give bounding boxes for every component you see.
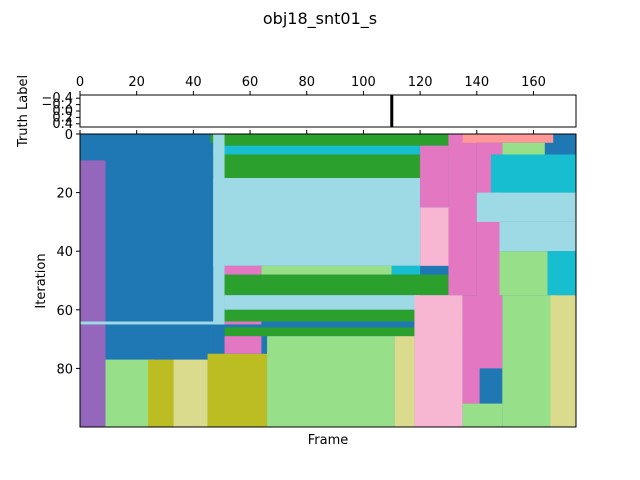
heatmap-segment (547, 251, 576, 296)
heatmap-segment (213, 154, 435, 178)
x-tick-label: 160 (521, 75, 546, 90)
x-tick-label: 60 (242, 75, 259, 90)
heatmap-segment (502, 142, 545, 155)
iteration-heatmap-panel: 0 20 40 60 80 Frame Iteration (34, 128, 577, 448)
truth-y-tick-label: 0.4 (52, 117, 73, 132)
x-tick-label: 0 (76, 75, 84, 90)
x-tick-label: 140 (464, 75, 489, 90)
truth-y-tick-label: −0.4 (41, 91, 73, 106)
truth-y-tick-label: 0.0 (52, 104, 73, 119)
heatmap-segment (224, 336, 262, 354)
truth-label-panel: 0 20 40 60 80 100 120 140 160 −0.4−0.20.00.20.4 … (16, 75, 577, 148)
x-tick-label: 80 (298, 75, 315, 90)
heatmap-segment (462, 295, 480, 404)
y-tick-label: 60 (56, 304, 73, 319)
heatmap-segment (261, 265, 392, 275)
heatmap-segment (462, 134, 554, 143)
heatmap-segment (502, 295, 557, 427)
truth-y-tick-label: −0.2 (41, 98, 73, 113)
heatmap-segment (391, 265, 421, 275)
heatmap-segment (550, 295, 576, 427)
heatmap-segment (490, 154, 576, 193)
y-tick-label: 80 (56, 362, 73, 377)
y-tick-label: 40 (56, 245, 73, 260)
y-tick-label: 20 (56, 187, 73, 202)
heatmap-segment (499, 221, 576, 252)
heatmap-segment (224, 274, 449, 296)
heatmap-segment (80, 321, 225, 325)
heatmap-segment (207, 353, 268, 427)
heatmap-segment (394, 336, 415, 427)
y-axis-label: Iteration (34, 253, 49, 308)
heatmap-segment (414, 295, 463, 427)
heatmap-segment (224, 321, 262, 325)
heatmap-segment (173, 359, 208, 427)
truth-label-marker (390, 95, 394, 127)
heatmap-segment (148, 359, 174, 427)
heatmap-segment (553, 134, 576, 149)
heatmap-segment (476, 192, 576, 222)
y-tick-label: 0 (65, 128, 73, 143)
heatmap-segment (213, 134, 225, 325)
heatmap-segment (462, 403, 503, 427)
heatmap-segment (499, 251, 548, 296)
heatmap-segment (448, 134, 477, 296)
heatmap-segment (213, 134, 463, 146)
x-tick-label: 20 (128, 75, 145, 90)
heatmap-segment (224, 309, 472, 322)
truth-y-tick-label: 0.2 (52, 110, 73, 125)
heatmap-segment (224, 327, 472, 337)
x-axis-label: Frame (308, 433, 349, 448)
truth-y-axis-label: Truth Label (16, 75, 31, 148)
iteration-panel-border (79, 133, 577, 428)
heatmap-segment (80, 160, 106, 427)
heatmap-segment (213, 177, 421, 266)
heatmap-segment (213, 145, 455, 155)
heatmap-segment (420, 145, 449, 208)
heatmap-segment (105, 359, 154, 427)
x-tick-label: 120 (408, 75, 433, 90)
heatmap-segment (224, 295, 421, 310)
heatmap-segment (267, 336, 395, 427)
x-tick-label: 100 (351, 75, 376, 90)
x-tick-label: 40 (185, 75, 202, 90)
truth-panel-frame (80, 95, 576, 127)
heatmap-segment (224, 265, 262, 275)
chart-title: obj18_snt01_s (263, 9, 377, 29)
